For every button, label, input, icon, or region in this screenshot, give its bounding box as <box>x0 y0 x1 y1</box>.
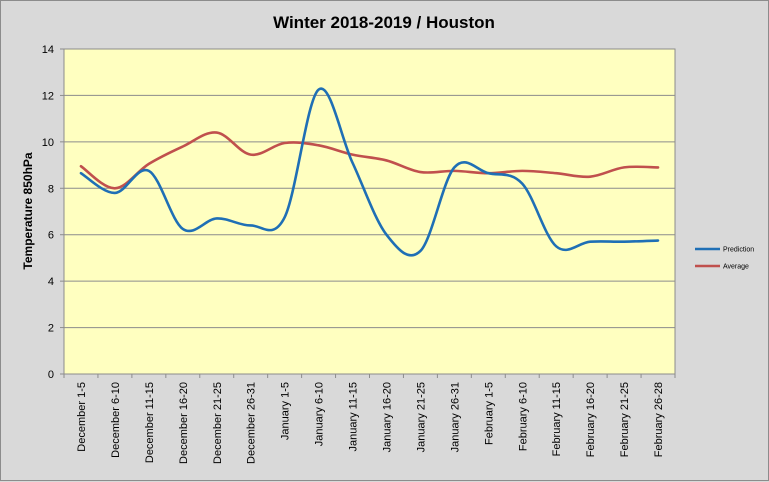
series-lines <box>79 87 660 257</box>
y-tick-label: 12 <box>42 90 54 102</box>
x-tick-label: February 26-28 <box>653 382 665 457</box>
series-line-prediction <box>79 87 660 257</box>
x-tick-label: December 21-25 <box>212 382 224 464</box>
x-tick-label: February 16-20 <box>585 382 597 457</box>
y-axis-ticks: 0 2 4 6 8 10 12 14 <box>42 44 64 381</box>
x-tick-label: January 6-10 <box>314 382 326 446</box>
gridlines <box>64 94 675 329</box>
series-line-average <box>79 131 660 190</box>
y-tick-label: 10 <box>42 137 54 149</box>
x-tick-label: December 1-5 <box>76 382 88 452</box>
x-tick-label: December 16-20 <box>178 382 190 464</box>
legend-label-prediction: Prediction <box>723 247 754 254</box>
x-tick-label: December 6-10 <box>110 382 122 458</box>
x-tick-label: December 11-15 <box>144 382 156 463</box>
y-tick-label: 0 <box>48 369 54 381</box>
y-tick-label: 4 <box>48 276 54 288</box>
x-tick-label: February 6-10 <box>517 382 529 451</box>
y-tick-label: 8 <box>48 183 54 195</box>
x-tick-label: January 26-31 <box>449 382 461 452</box>
x-tick-label: February 1-5 <box>483 382 495 445</box>
x-tick-label: January 11-15 <box>348 382 360 452</box>
x-tick-label: December 26-31 <box>246 382 258 464</box>
plot-area <box>63 48 676 375</box>
legend-label-average: Average <box>723 264 749 271</box>
legend: Prediction Average <box>695 247 754 271</box>
chart-title: Winter 2018-2019 / Houston <box>273 13 495 32</box>
y-tick-label: 2 <box>48 323 54 335</box>
x-tick-label: February 21-25 <box>619 382 631 457</box>
x-tick-label: February 11-15 <box>551 382 563 456</box>
x-axis-ticks: December 1-5 December 6-10 December 11-15 D… <box>63 374 676 464</box>
y-tick-label: 6 <box>48 230 54 242</box>
x-tick-label: January 1-5 <box>280 382 292 440</box>
x-tick-label: January 21-25 <box>415 382 427 452</box>
x-tick-label: January 16-20 <box>381 382 393 452</box>
y-axis-label: Temperature 850hPa <box>21 152 35 269</box>
y-tick-label: 14 <box>42 44 54 56</box>
